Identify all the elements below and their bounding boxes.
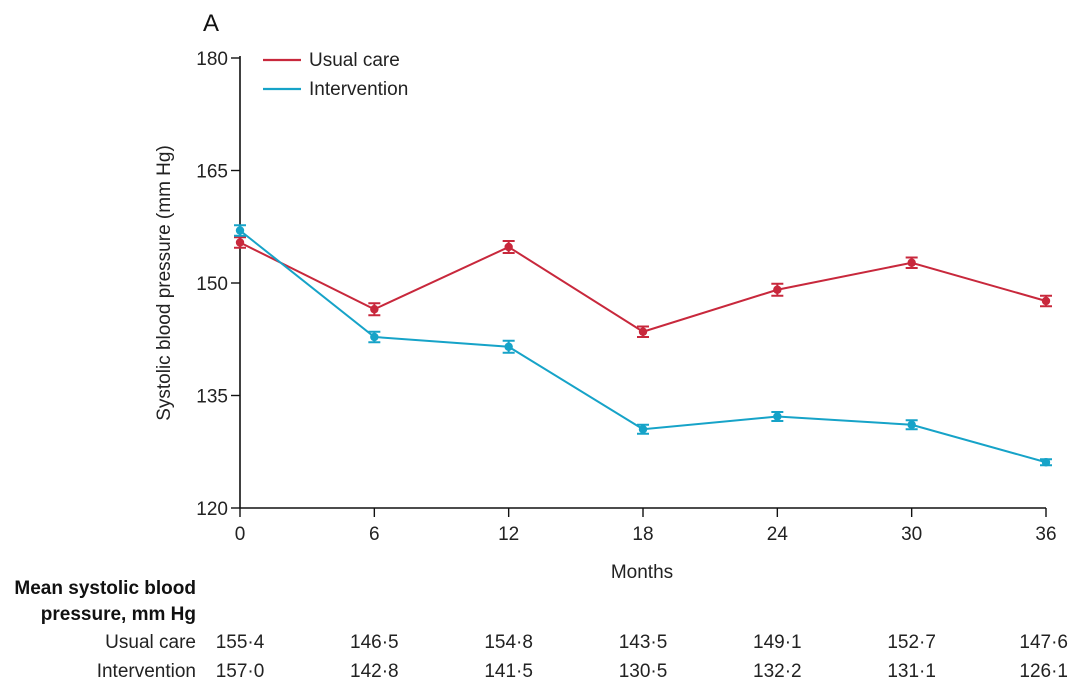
panel-label: A: [203, 10, 219, 37]
x-tick-label: 36: [1035, 524, 1056, 545]
data-point: [1041, 458, 1051, 467]
data-point: [773, 412, 782, 421]
data-point: [1041, 296, 1051, 306]
data-point: [370, 332, 379, 342]
table-cell: 149·1: [753, 632, 802, 653]
table-cell: 154·8: [484, 632, 533, 653]
y-tick-label: 165: [196, 162, 228, 183]
table-cell: 126·1: [1019, 661, 1068, 682]
legend: Usual care Intervention: [263, 50, 408, 100]
x-axis-title: Months: [611, 562, 673, 583]
table-cell: 143·5: [619, 632, 668, 653]
y-axis-title-group: Systolic blood pressure (mm Hg): [154, 145, 175, 421]
legend-label: Intervention: [309, 79, 408, 100]
x-tick-label: 18: [632, 524, 653, 545]
table-cell: 132·2: [753, 661, 802, 682]
table-cell: 141·5: [484, 661, 533, 682]
data-point: [504, 242, 513, 252]
series-1: [234, 224, 1052, 467]
table-cell: 157·0: [216, 661, 265, 682]
x-tick-label: 12: [498, 524, 519, 545]
data-point: [370, 305, 379, 314]
x-tick-label: 0: [235, 524, 246, 545]
table-cell: 130·5: [619, 661, 668, 682]
series-0: [234, 236, 1052, 338]
x-tick-label: 30: [901, 524, 922, 545]
data-point: [907, 420, 916, 429]
table-cell: 142·8: [350, 661, 399, 682]
table-cell: 146·5: [350, 632, 399, 653]
axes: 120 135 150 165 180 0 6 12 18 24 30 36: [196, 49, 1056, 545]
y-tick-label: 150: [196, 274, 228, 295]
table-row-label: Usual care: [105, 632, 196, 653]
data-point: [235, 226, 245, 235]
table-cell: 152·7: [887, 632, 936, 653]
data-point: [638, 327, 648, 336]
table-row-label: Intervention: [97, 661, 196, 682]
y-tick-label: 135: [196, 387, 228, 408]
y-axis-title: Systolic blood pressure (mm Hg): [154, 145, 175, 421]
table-cell: 147·6: [1019, 632, 1068, 653]
table-title-line1: Mean systolic blood: [14, 578, 196, 599]
series-line-0: [239, 241, 1047, 333]
table-cell: 131·1: [887, 661, 936, 682]
y-tick-label: 180: [196, 49, 228, 70]
series-layer: [234, 224, 1052, 467]
value-table: Usual care 155·4 146·5 154·8 143·5 149·1 152·7…: [97, 632, 1068, 682]
data-point: [504, 342, 513, 351]
x-tick-label: 24: [767, 524, 789, 545]
y-tick-label: 120: [196, 499, 228, 520]
legend-label: Usual care: [309, 50, 400, 71]
x-tick-label: 6: [369, 524, 380, 545]
data-point: [773, 285, 782, 294]
data-point: [235, 238, 245, 247]
table-title-line2: pressure, mm Hg: [41, 604, 196, 625]
table-cell: 155·4: [216, 632, 265, 653]
data-point: [907, 258, 916, 267]
data-point: [638, 425, 648, 434]
